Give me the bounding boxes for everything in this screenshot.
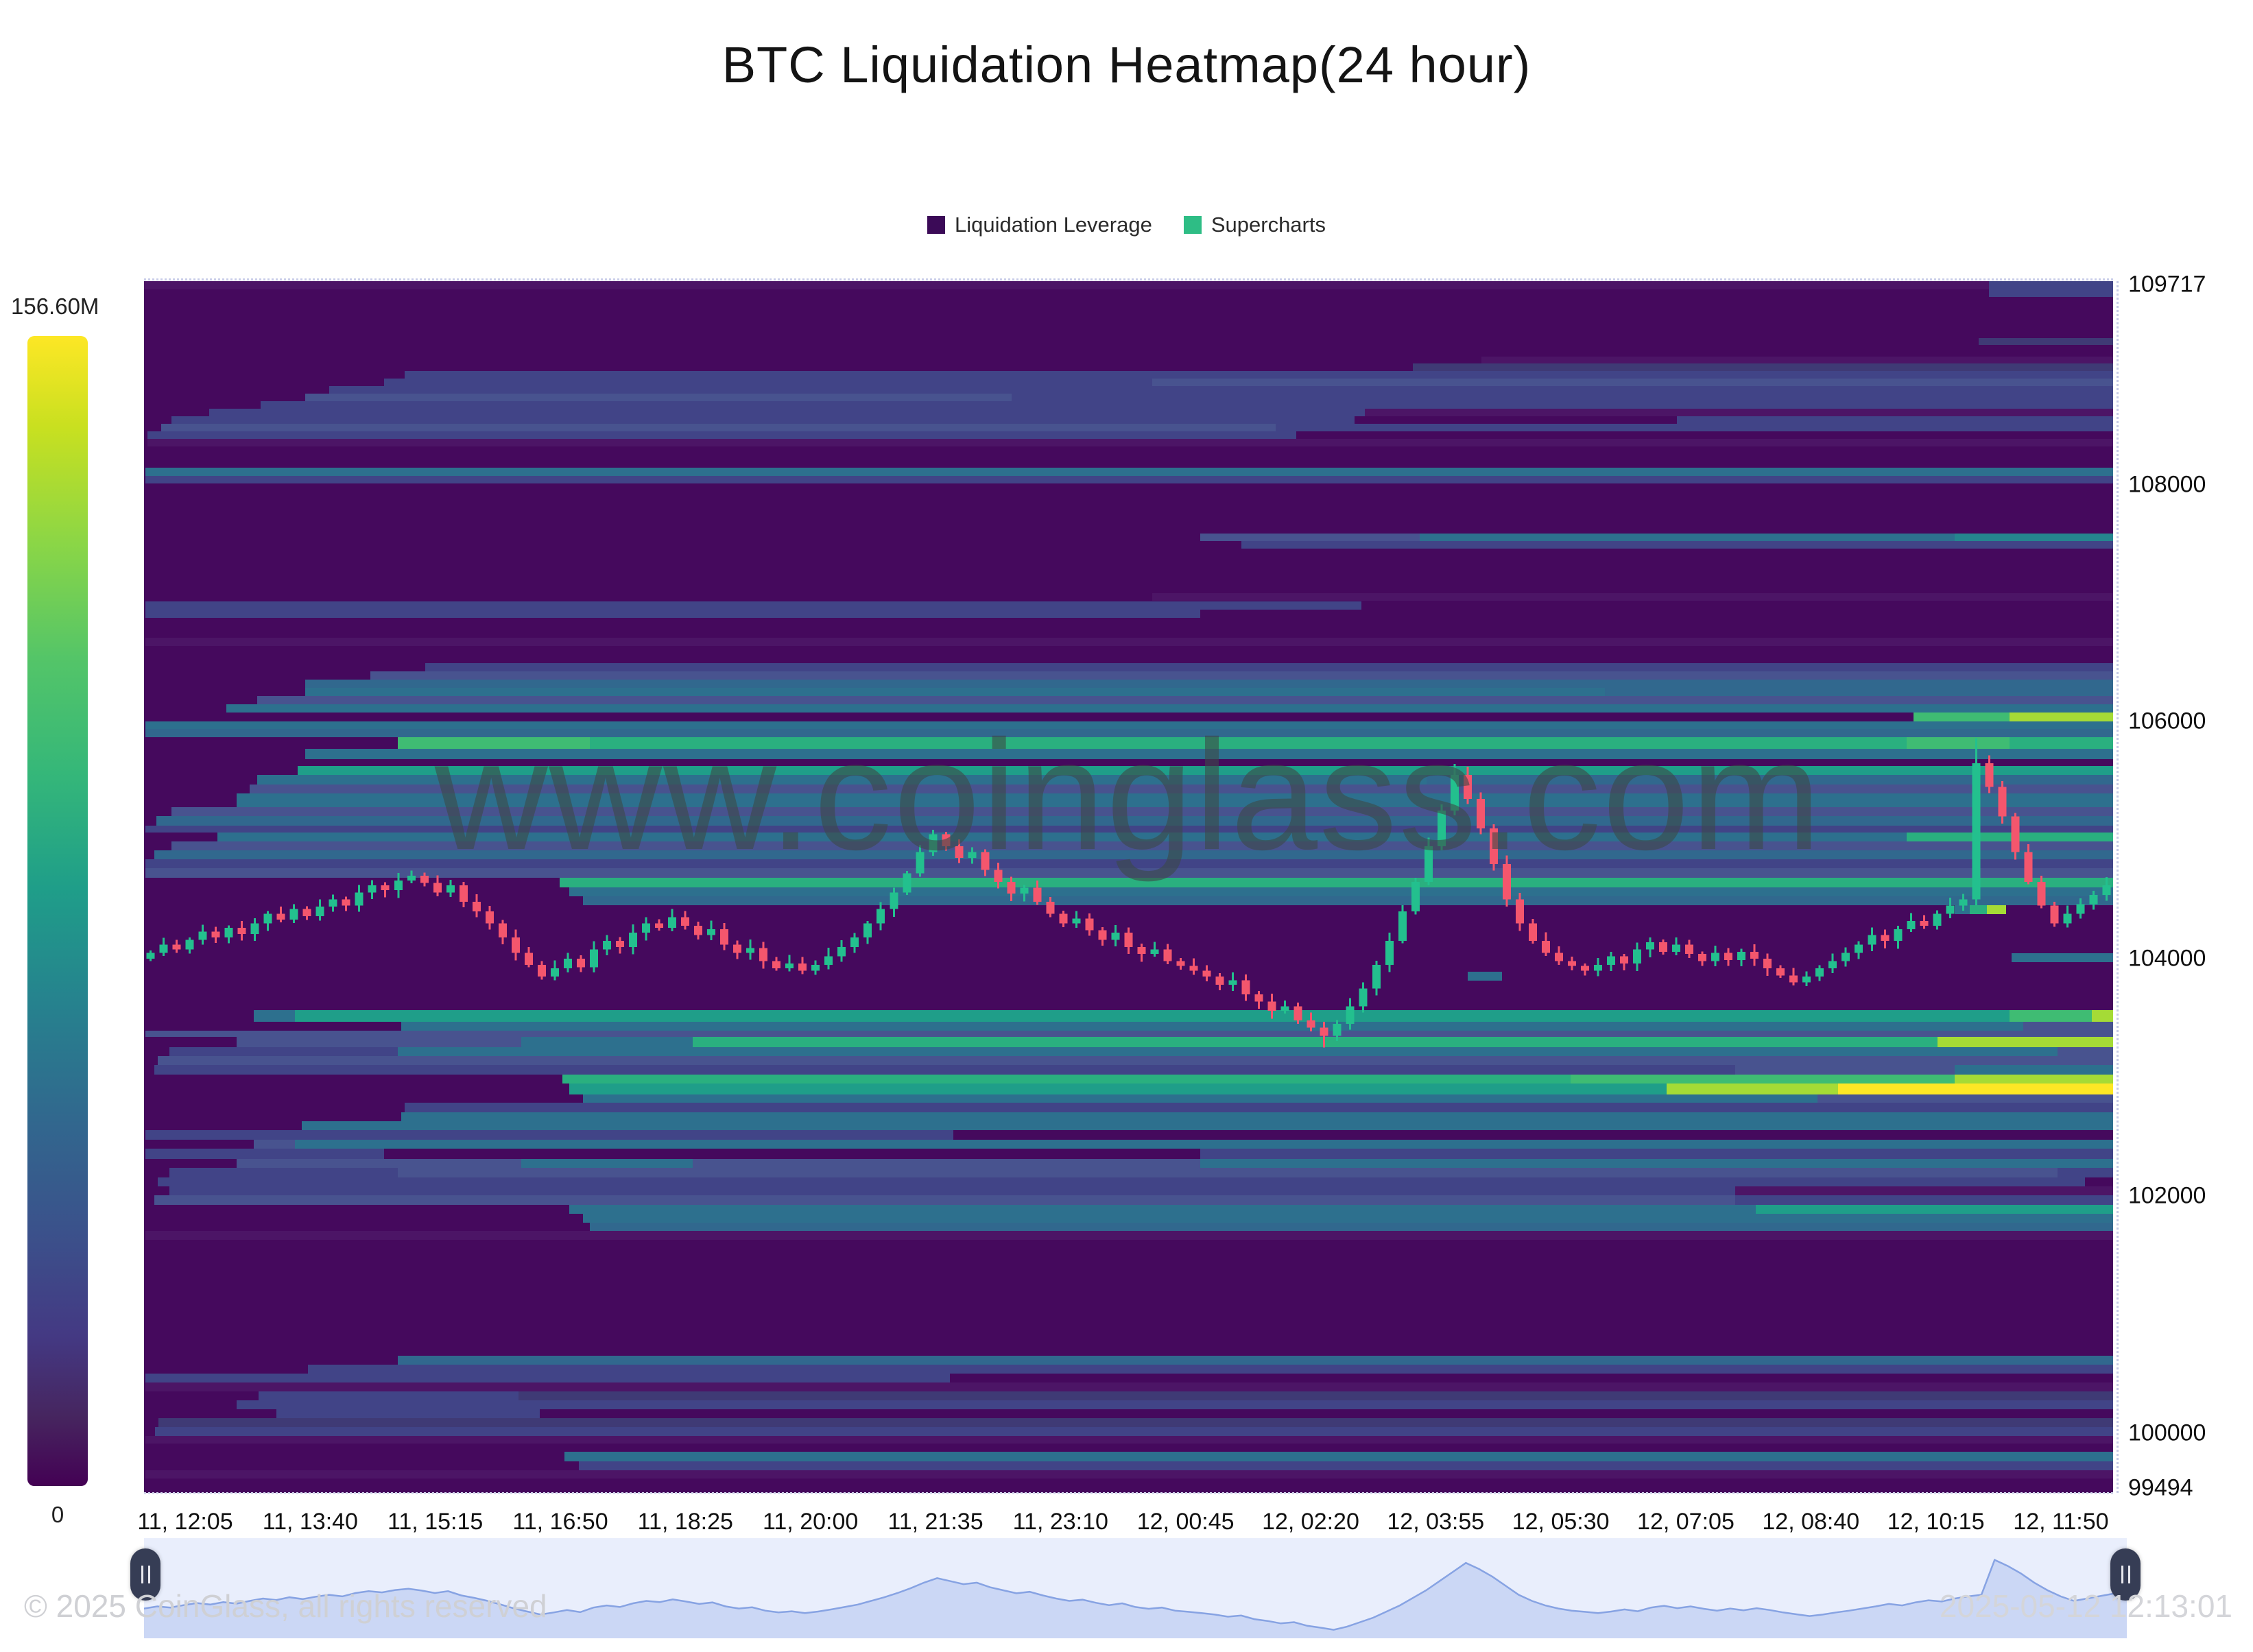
page-title: BTC Liquidation Heatmap(24 hour) [722, 36, 1531, 93]
x-axis-label: 12, 03:55 [1387, 1509, 1485, 1535]
x-axis-label: 11, 13:40 [262, 1509, 358, 1535]
x-axis-label: 11, 15:15 [388, 1509, 484, 1535]
legend-label: Liquidation Leverage [955, 213, 1152, 237]
plot-top-ticks [144, 278, 2113, 280]
x-axis-label: 12, 11:50 [2013, 1509, 2109, 1535]
pause-icon [141, 1566, 143, 1583]
x-axis-label: 11, 21:35 [887, 1509, 984, 1535]
navigator-left-handle[interactable] [130, 1548, 160, 1601]
x-axis-label: 11, 23:10 [1012, 1509, 1108, 1535]
x-axis-label: 11, 20:00 [763, 1509, 859, 1535]
x-axis-label: 12, 00:45 [1136, 1509, 1235, 1535]
plot-bottom-ticks [144, 1492, 2113, 1494]
legend-swatch-icon [927, 216, 945, 234]
y-axis-label: 108000 [2128, 471, 2206, 498]
range-navigator[interactable] [143, 1538, 2127, 1638]
price-axis-ticks [2117, 281, 2119, 1493]
x-axis-label: 12, 02:20 [1262, 1509, 1359, 1535]
x-axis-label: 12, 05:30 [1512, 1509, 1610, 1535]
copyright-text: © 2025 CoinGlass, all rights reserved [24, 1588, 547, 1624]
x-axis-label: 12, 08:40 [1762, 1509, 1860, 1535]
x-axis-label: 12, 07:05 [1637, 1509, 1735, 1535]
y-axis-label: 99494 [2128, 1474, 2193, 1501]
chart-legend: Liquidation Leverage Supercharts [0, 213, 2253, 237]
pause-icon [2127, 1566, 2130, 1583]
pause-icon [2121, 1566, 2123, 1583]
legend-label: Supercharts [1211, 213, 1326, 237]
legend-swatch-icon [1183, 216, 1202, 234]
y-axis-label: 104000 [2128, 945, 2206, 972]
x-axis-label: 11, 16:50 [512, 1509, 608, 1535]
navigator-area-chart [143, 1559, 2127, 1638]
x-axis-label: 11, 18:25 [637, 1509, 733, 1535]
legend-item-0[interactable]: Liquidation Leverage [927, 213, 1152, 237]
heatmap-svg [144, 281, 2113, 1479]
y-axis-label: 102000 [2128, 1182, 2206, 1209]
colorbar-gradient [27, 336, 88, 1486]
navigator-right-handle[interactable] [2110, 1548, 2141, 1601]
pause-icon [147, 1566, 150, 1583]
timestamp-text: 2025-05-12 12:13:01 [1939, 1588, 2232, 1624]
heatmap-plot-area[interactable] [144, 281, 2113, 1493]
colorbar-min-label: 0 [51, 1502, 64, 1527]
x-axis-label: 11, 12:05 [137, 1509, 233, 1535]
x-axis-label: 12, 10:15 [1887, 1509, 1985, 1535]
y-axis-label: 100000 [2128, 1420, 2206, 1446]
colorbar-max-label: 156.60M [11, 294, 99, 319]
legend-item-1[interactable]: Supercharts [1183, 213, 1326, 237]
y-axis-label: 106000 [2128, 708, 2206, 734]
y-axis-label: 109717 [2128, 271, 2206, 298]
